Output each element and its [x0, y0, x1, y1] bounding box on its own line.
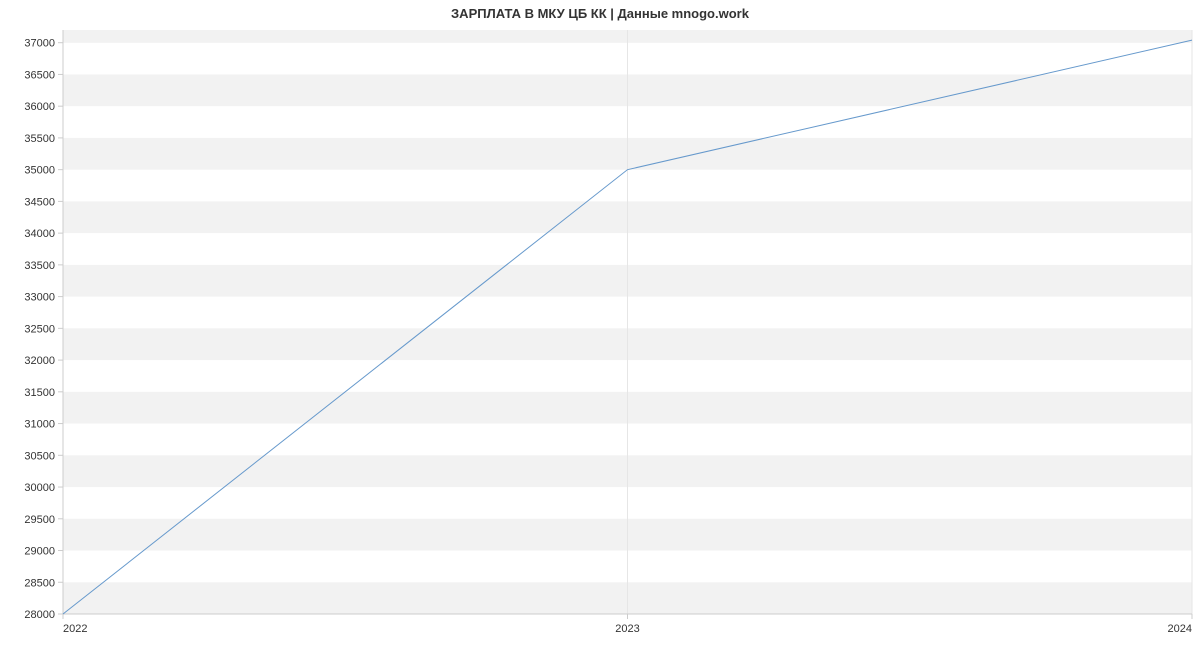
chart-svg: 28000 28500 29000 29500 30000 30500 31000 31500…	[0, 0, 1200, 650]
y-tick-label: 30500	[24, 450, 55, 462]
y-tick-label: 33500	[24, 260, 55, 272]
y-tick-label: 29000	[24, 546, 55, 558]
y-tick-label: 34000	[24, 228, 55, 240]
y-tick-label: 37000	[24, 38, 55, 50]
salary-line-chart: ЗАРПЛАТА В МКУ ЦБ КК | Данные mnogo.work…	[0, 0, 1200, 650]
y-tick-label: 34500	[24, 196, 55, 208]
y-tick-label: 30000	[24, 482, 55, 494]
y-tick-label: 33000	[24, 292, 55, 304]
x-tick-label: 2024	[1168, 623, 1192, 635]
y-tick-label: 31500	[24, 387, 55, 399]
x-tick-label: 2022	[63, 623, 87, 635]
y-tick-label: 36000	[24, 101, 55, 113]
y-tick-label: 29500	[24, 514, 55, 526]
y-tick-label: 35500	[24, 133, 55, 145]
y-tick-label: 32500	[24, 323, 55, 335]
x-tick-label: 2023	[615, 623, 639, 635]
y-tick-label: 28000	[24, 609, 55, 621]
y-tick-label: 36500	[24, 69, 55, 81]
y-tick-label: 32000	[24, 355, 55, 367]
y-tick-label: 28500	[24, 577, 55, 589]
y-tick-label: 35000	[24, 165, 55, 177]
y-tick-label: 31000	[24, 419, 55, 431]
